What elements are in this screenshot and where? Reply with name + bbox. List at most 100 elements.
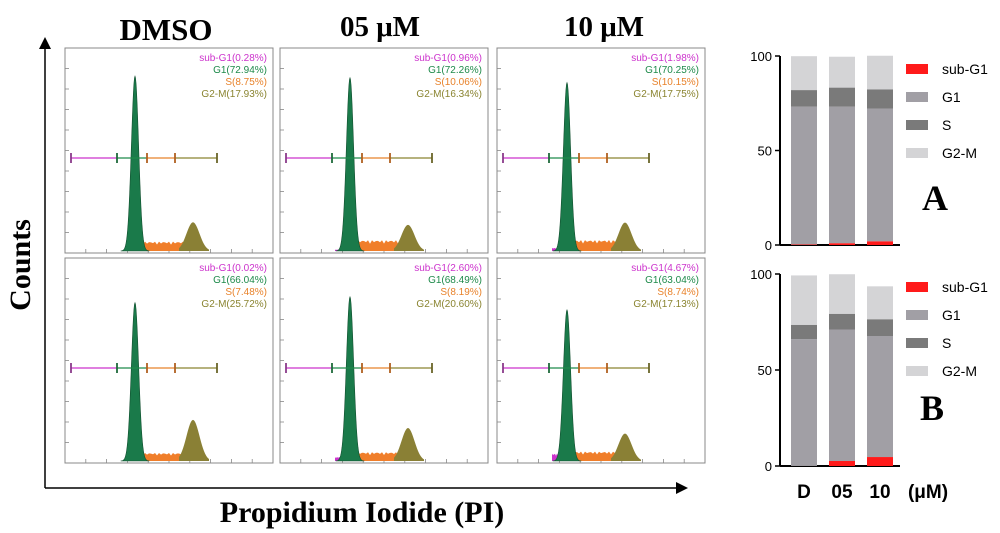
histogram-panel-r2-c1: sub-G1(0.02%)G1(66.04%)S(7.48%)G2-M(25.7… bbox=[64, 257, 274, 464]
bar-sub-g1-05 bbox=[829, 243, 855, 245]
label-s: S(10.06%) bbox=[435, 77, 482, 88]
legend-swatch bbox=[906, 310, 928, 320]
panel-frame bbox=[496, 47, 706, 254]
g1-peak bbox=[552, 81, 582, 252]
legend-label: sub-G1 bbox=[942, 61, 988, 77]
bar-g2-m-05 bbox=[829, 56, 855, 88]
panel-label-b: B bbox=[920, 388, 944, 428]
label-g1: G1(68.49%) bbox=[428, 275, 482, 286]
bar-g2-m-05 bbox=[829, 274, 855, 314]
bar-sub-g1-10 bbox=[867, 457, 893, 466]
bar-y-tick-label: 0 bbox=[765, 459, 772, 474]
legend-swatch bbox=[906, 282, 928, 292]
legend-swatch bbox=[906, 338, 928, 348]
bar-chart-a: 0 50 100 sub-G1 G1 S G2-M bbox=[750, 49, 988, 253]
category-label: 05 bbox=[831, 482, 853, 503]
bar-s-10 bbox=[867, 319, 893, 336]
label-g1: G1(63.04%) bbox=[645, 275, 699, 286]
histogram-panel-r1-c3: sub-G1(1.98%)G1(70.25%)S(10.15%)G2-M(17.… bbox=[496, 47, 706, 254]
s-phase-area bbox=[139, 241, 189, 251]
histogram-panel-r2-c3: sub-G1(4.67%)G1(63.04%)S(8.74%)G2-M(17.1… bbox=[496, 257, 706, 464]
bar-s-D bbox=[791, 324, 817, 340]
col-header-dmso: DMSO bbox=[120, 12, 213, 47]
legend-label: G2-M bbox=[942, 145, 977, 161]
histogram-panel-r2-c2: sub-G1(2.60%)G1(68.49%)S(8.19%)G2-M(20.6… bbox=[279, 257, 489, 464]
label-g1: G1(70.25%) bbox=[645, 65, 699, 76]
label-subg1: sub-G1(2.60%) bbox=[414, 263, 482, 274]
label-g1: G1(66.04%) bbox=[213, 275, 267, 286]
unit-label: (μM) bbox=[908, 482, 948, 503]
bar-y-tick-label: 50 bbox=[758, 363, 772, 378]
col-header-10um: 10 μM bbox=[564, 11, 644, 43]
legend-label: sub-G1 bbox=[942, 279, 988, 295]
bar-s-D bbox=[791, 90, 817, 107]
g2m-peak bbox=[394, 224, 424, 251]
label-g2m: G2-M(17.93%) bbox=[201, 89, 267, 100]
label-s: S(8.74%) bbox=[657, 287, 699, 298]
category-labels: D 05 10 bbox=[797, 482, 890, 503]
legend-swatch bbox=[906, 120, 928, 130]
legend-label: S bbox=[942, 335, 951, 351]
legend-label: G2-M bbox=[942, 363, 977, 379]
g1-peak bbox=[335, 76, 365, 252]
s-phase-area bbox=[354, 452, 404, 461]
bar-g1-05 bbox=[829, 329, 855, 462]
g2m-peak bbox=[611, 433, 641, 461]
bar-g2-m-D bbox=[791, 275, 817, 325]
category-label: D bbox=[797, 482, 811, 503]
label-subg1: sub-G1(0.28%) bbox=[199, 53, 267, 64]
label-g1: G1(72.26%) bbox=[428, 65, 482, 76]
panel-label-a: A bbox=[922, 178, 948, 218]
label-subg1: sub-G1(0.96%) bbox=[414, 53, 482, 64]
label-s: S(8.19%) bbox=[440, 287, 482, 298]
y-axis-label: Counts bbox=[4, 219, 37, 311]
label-g2m: G2-M(25.72%) bbox=[201, 299, 267, 310]
label-s: S(10.15%) bbox=[652, 77, 699, 88]
bar-s-05 bbox=[829, 87, 855, 107]
bar-s-05 bbox=[829, 313, 855, 330]
legend-swatch bbox=[906, 366, 928, 376]
panel-frame bbox=[496, 257, 706, 464]
g2m-peak bbox=[179, 222, 209, 251]
bar-g1-10 bbox=[867, 108, 893, 242]
g2m-peak bbox=[394, 428, 424, 461]
g1-peak bbox=[120, 75, 150, 252]
label-subg1: sub-G1(0.02%) bbox=[199, 263, 267, 274]
histogram-panels: sub-G1(0.28%)G1(72.94%)S(8.75%)G2-M(17.9… bbox=[64, 47, 706, 464]
s-phase-area bbox=[571, 451, 621, 461]
legend-swatch bbox=[906, 92, 928, 102]
histogram-panel-r1-c2: sub-G1(0.96%)G1(72.26%)S(10.06%)G2-M(16.… bbox=[279, 47, 489, 254]
panel-frame bbox=[279, 47, 489, 254]
bar-g1-D bbox=[791, 339, 817, 466]
bar-sub-g1-D bbox=[791, 244, 817, 245]
s-phase-area bbox=[571, 240, 621, 251]
g2m-peak bbox=[179, 419, 209, 461]
legend-label: G1 bbox=[942, 307, 961, 323]
bar-y-tick-label: 0 bbox=[765, 238, 772, 253]
bar-g1-05 bbox=[829, 106, 855, 244]
bar-g1-D bbox=[791, 106, 817, 245]
g1-peak bbox=[552, 308, 582, 462]
g1-peak bbox=[120, 301, 150, 462]
x-axis-label: Propidium Iodide (PI) bbox=[220, 496, 505, 529]
g1-peak bbox=[335, 295, 365, 462]
label-g2m: G2-M(16.34%) bbox=[416, 89, 482, 100]
label-s: S(8.75%) bbox=[225, 77, 267, 88]
s-phase-area bbox=[139, 452, 189, 461]
bar-sub-g1-10 bbox=[867, 241, 893, 245]
panel-frame bbox=[279, 257, 489, 464]
bar-y-tick-label: 100 bbox=[750, 267, 772, 282]
histogram-panel-r1-c1: sub-G1(0.28%)G1(72.94%)S(8.75%)G2-M(17.9… bbox=[64, 47, 274, 254]
s-phase-area bbox=[354, 240, 404, 251]
legend-swatch bbox=[906, 64, 928, 74]
label-subg1: sub-G1(1.98%) bbox=[631, 53, 699, 64]
bar-chart-b: 0 50 100 sub-G1 G1 S G2-M bbox=[750, 267, 988, 474]
label-g1: G1(72.94%) bbox=[213, 65, 267, 76]
bar-g1-10 bbox=[867, 335, 893, 458]
bar-g2-m-10 bbox=[867, 286, 893, 320]
label-g2m: G2-M(17.13%) bbox=[633, 299, 699, 310]
bar-g2-m-10 bbox=[867, 55, 893, 90]
col-header-05um: 05 μM bbox=[340, 11, 420, 43]
g2m-peak bbox=[611, 222, 641, 251]
